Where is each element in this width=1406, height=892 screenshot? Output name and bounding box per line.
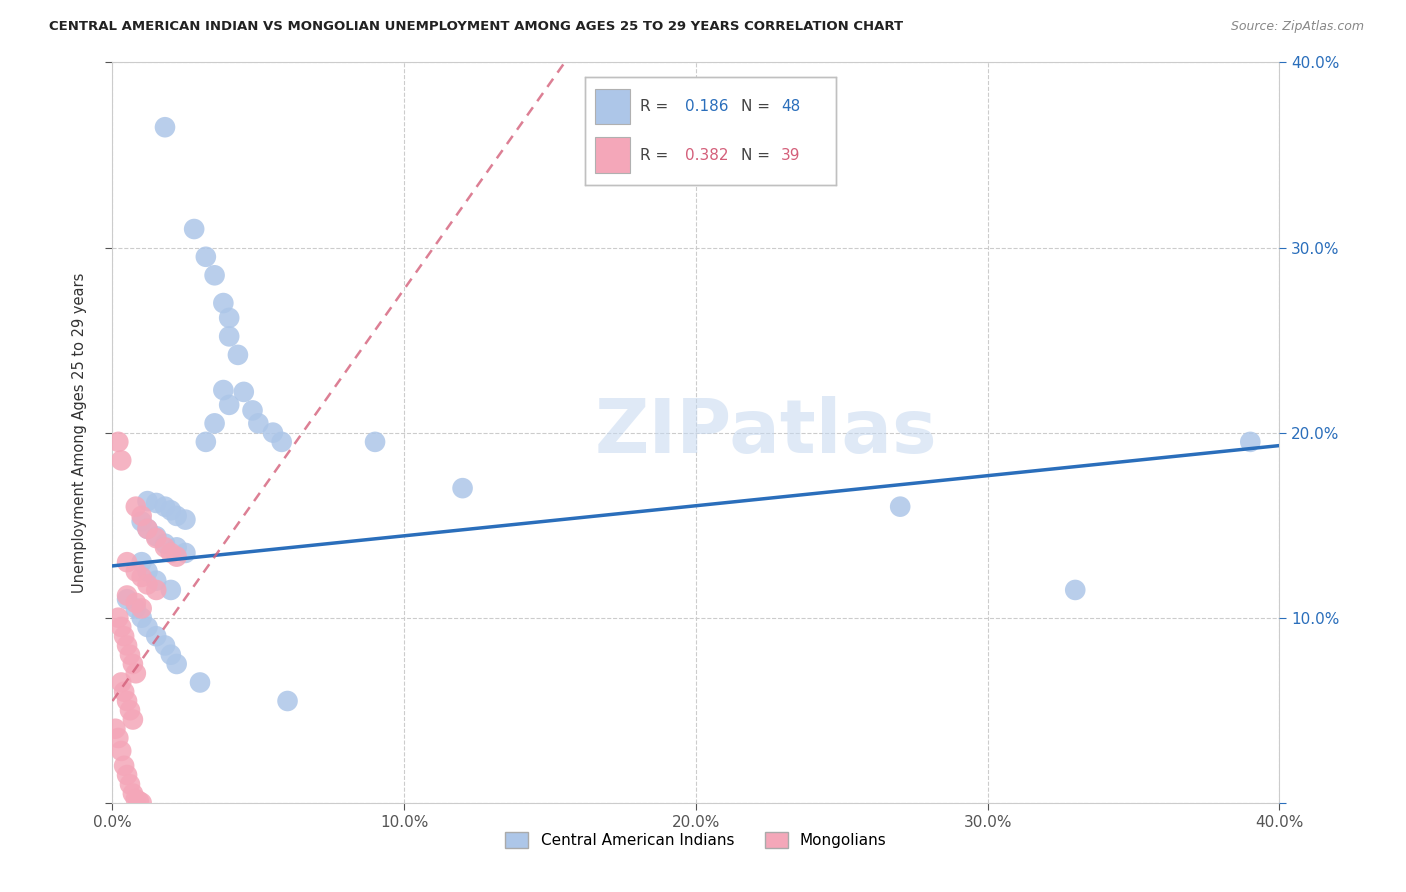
Point [104,722,127,736]
Point [364,434,387,449]
Point [160,503,183,517]
Point [112,685,135,699]
Point [122,657,145,671]
Point [270,434,292,449]
Point [110,453,132,467]
Point [188,675,211,690]
Point [136,522,159,536]
Point [131,515,153,529]
Point [136,577,159,591]
Point [131,601,153,615]
Point [107,731,129,745]
Legend: Central American Indians, Mongolians: Central American Indians, Mongolians [499,826,893,855]
Point [242,403,264,417]
Point [136,494,159,508]
Point [204,268,226,283]
Point [145,574,167,588]
Point [122,713,145,727]
Point [194,434,217,449]
Point [212,383,235,397]
Point [145,496,167,510]
Point [128,794,150,808]
Point [889,500,911,514]
Point [110,675,132,690]
Point [115,694,138,708]
Text: CENTRAL AMERICAN INDIAN VS MONGOLIAN UNEMPLOYMENT AMONG AGES 25 TO 29 YEARS CORR: CENTRAL AMERICAN INDIAN VS MONGOLIAN UNE… [49,20,903,33]
Point [125,601,148,615]
Point [160,546,183,560]
Point [115,639,138,653]
Point [125,666,148,681]
Text: Source: ZipAtlas.com: Source: ZipAtlas.com [1230,20,1364,33]
Y-axis label: Unemployment Among Ages 25 to 29 years: Unemployment Among Ages 25 to 29 years [72,272,87,593]
Point [115,555,138,569]
Point [118,703,141,717]
Point [153,536,176,550]
Point [145,531,167,545]
Point [125,596,148,610]
Point [153,120,176,135]
Point [451,481,474,495]
Point [131,555,153,569]
Point [112,758,135,772]
Point [112,629,135,643]
Point [218,329,240,343]
Point [118,777,141,791]
Point [115,592,138,607]
Point [125,792,148,806]
Point [183,222,205,236]
Point [226,348,249,362]
Point [115,768,138,782]
Point [125,500,148,514]
Point [166,508,188,523]
Point [145,529,167,543]
Point [262,425,284,440]
Point [153,639,176,653]
Point [166,549,188,564]
Point [136,522,159,536]
Point [107,434,129,449]
Point [247,417,270,431]
Point [122,787,145,801]
Point [218,310,240,325]
Point [232,384,254,399]
Point [212,296,235,310]
Point [131,508,153,523]
Point [110,744,132,758]
Point [131,796,153,810]
Point [153,500,176,514]
Point [1064,582,1087,597]
Point [145,582,167,597]
Point [174,546,197,560]
Point [166,657,188,671]
Point [110,620,132,634]
Point [1239,434,1261,449]
Point [145,629,167,643]
Point [131,570,153,584]
Point [204,417,226,431]
Point [276,694,298,708]
Point [115,589,138,603]
Point [136,565,159,579]
Point [174,513,197,527]
Point [118,648,141,662]
Point [166,541,188,555]
Point [160,582,183,597]
Point [218,398,240,412]
Point [136,620,159,634]
Point [153,541,176,555]
Point [107,610,129,624]
Point [125,565,148,579]
Text: ZIPatlas: ZIPatlas [595,396,938,469]
Point [194,250,217,264]
Point [131,610,153,624]
Point [160,648,183,662]
